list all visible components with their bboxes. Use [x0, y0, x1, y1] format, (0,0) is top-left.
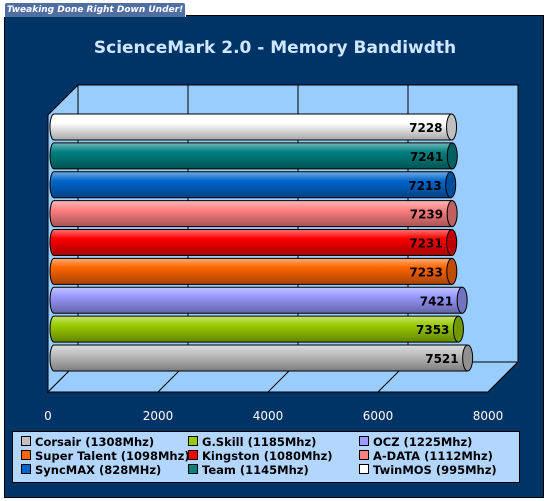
bar-data-label: 7231	[409, 237, 442, 251]
bar-data-label: 7213	[408, 179, 441, 193]
bar-body	[49, 315, 459, 343]
bar: 7239	[49, 200, 458, 228]
legend-label: Team (1145Mhz)	[202, 463, 309, 477]
bars: 7521 7353 7421 7233 7231 7239 7213 7241 7228	[49, 113, 474, 372]
legend-swatch	[188, 464, 198, 474]
bar-data-label: 7228	[409, 121, 442, 135]
bar-data-label: 7353	[416, 323, 449, 337]
bar-data-label: 7421	[420, 294, 453, 308]
legend-label: Super Talent (1098Mhz)	[35, 449, 190, 463]
bar-cap	[446, 142, 458, 170]
bar-cap	[452, 315, 464, 343]
legend-label: OCZ (1225Mhz)	[373, 435, 473, 449]
bar: 7353	[49, 315, 464, 343]
bar-body	[49, 200, 453, 228]
bar-body	[49, 286, 463, 314]
bar-body	[49, 344, 469, 372]
bar: 7233	[49, 257, 458, 285]
chart-title: ScienceMark 2.0 - Memory Bandiwdth	[93, 38, 457, 58]
legend: Corsair (1308Mhz) G.Skill (1185Mhz) OCZ (1…	[12, 431, 520, 483]
bar-data-label: 7521	[425, 352, 458, 366]
bar-body	[49, 171, 452, 199]
bar-cap	[446, 113, 458, 141]
x-tick-label: 4000	[253, 409, 284, 423]
bar: 7231	[49, 229, 458, 256]
x-tick-label: 8000	[473, 409, 504, 423]
bar: 7421	[49, 286, 468, 314]
bar-data-label: 7239	[410, 208, 443, 222]
legend-item: Kingston (1080Mhz)	[188, 449, 333, 463]
legend-item: Corsair (1308Mhz)	[21, 435, 154, 449]
legend-item: Super Talent (1098Mhz)	[21, 449, 190, 463]
bar-cap	[446, 200, 458, 228]
legend-label: TwinMOS (995Mhz)	[373, 463, 497, 477]
legend-item: Team (1145Mhz)	[188, 463, 309, 477]
x-tick-label: 0	[44, 409, 52, 423]
legend-swatch	[359, 450, 369, 460]
bar: 7241	[49, 142, 458, 170]
legend-label: A-DATA (1112Mhz)	[373, 449, 493, 463]
site-banner: Tweaking Done Right Down Under!	[4, 2, 186, 17]
bar-body	[49, 113, 453, 141]
bar-cap	[445, 171, 457, 199]
bar-cap	[446, 229, 458, 256]
legend-swatch	[21, 450, 31, 460]
legend-swatch	[188, 436, 198, 446]
legend-item: OCZ (1225Mhz)	[359, 435, 472, 449]
bar-data-label: 7241	[410, 150, 443, 164]
legend-label: Corsair (1308Mhz)	[35, 435, 155, 449]
x-tick-label: 6000	[363, 409, 394, 423]
legend-swatch	[359, 436, 369, 446]
legend-swatch	[21, 464, 31, 474]
bar: 7213	[49, 171, 457, 199]
bar-body	[49, 257, 453, 285]
bar-cap	[462, 344, 474, 372]
legend-item: SyncMAX (828MHz)	[21, 463, 161, 477]
legend-swatch	[359, 464, 369, 474]
x-axis-ticks: 0 2000 4000 6000 8000	[44, 409, 503, 423]
bar: 7228	[49, 113, 458, 141]
legend-label: G.Skill (1185Mhz)	[202, 435, 317, 449]
legend-item: G.Skill (1185Mhz)	[188, 435, 316, 449]
bar-data-label: 7233	[409, 265, 442, 279]
x-tick-label: 2000	[143, 409, 174, 423]
bar: 7521	[49, 344, 474, 372]
legend-swatch	[21, 436, 31, 446]
bar-cap	[446, 257, 458, 285]
legend-item: A-DATA (1112Mhz)	[359, 449, 493, 463]
legend-label: Kingston (1080Mhz)	[202, 449, 333, 463]
bar-body	[49, 142, 453, 170]
bar-body	[49, 229, 453, 256]
legend-label: SyncMAX (828MHz)	[35, 463, 162, 477]
floor-grid-line	[487, 361, 519, 393]
bar-cap	[456, 286, 468, 314]
legend-item: TwinMOS (995Mhz)	[359, 463, 497, 477]
legend-swatch	[188, 450, 198, 460]
